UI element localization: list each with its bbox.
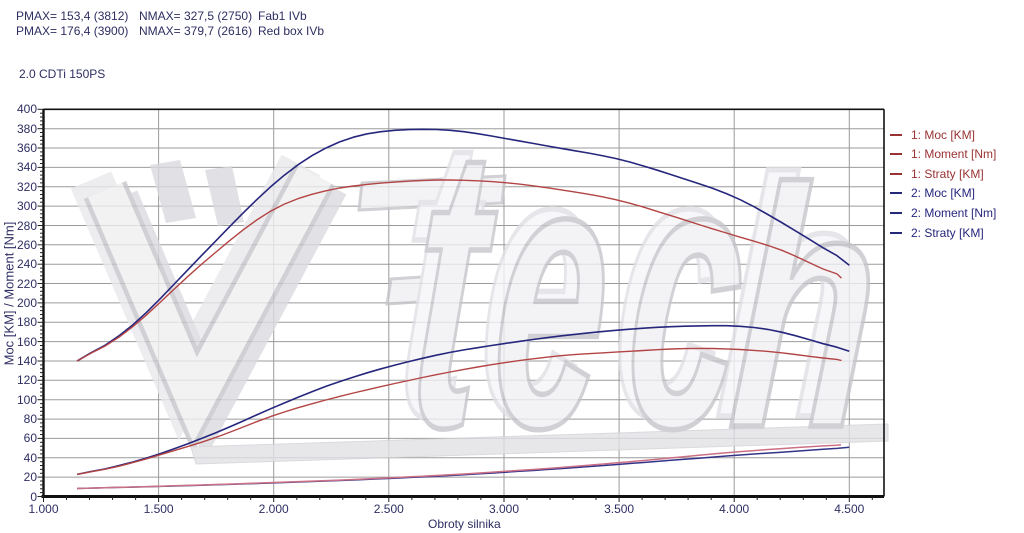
- svg-text:h: h: [709, 108, 877, 489]
- svg-text:h: h: [722, 118, 890, 499]
